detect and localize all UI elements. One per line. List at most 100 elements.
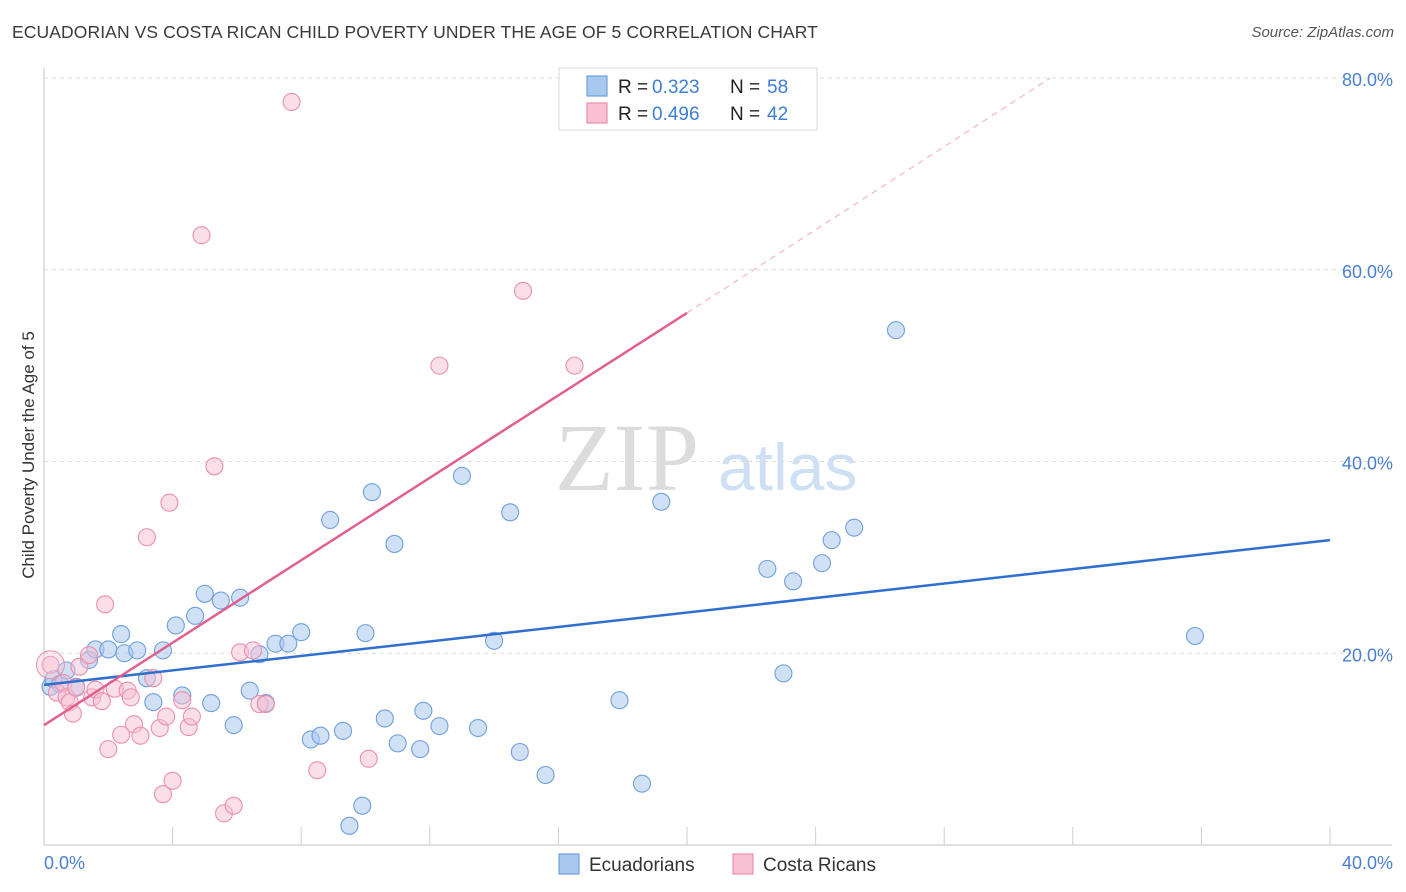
costa-ricans-point (308, 761, 327, 780)
costa-ricans-point (157, 707, 176, 726)
ecuadorians-point (632, 774, 652, 793)
costa-ricans-point (92, 692, 111, 711)
ecuadorians-trend-line (43, 538, 1331, 687)
ecuadorians-point (321, 510, 340, 530)
ecuadorians-point (128, 641, 147, 660)
costa-ricans-point (359, 749, 378, 768)
costa-ricans-point (513, 281, 533, 300)
ecuadorians-point (292, 623, 311, 642)
ecuadorians-point (353, 796, 372, 815)
costa-ricans-point (182, 707, 201, 726)
ecuadorians-points (41, 321, 1205, 835)
ecuadorians-point (845, 518, 864, 537)
costa-ricans-point (79, 646, 99, 665)
correlation-legend: R = 0.323 N = 58 R = 0.496 N = 42 (558, 67, 818, 131)
ecuadorians-point (186, 606, 205, 625)
ecuadorians-point (112, 625, 131, 644)
x-tick-label-min: 0.0% (44, 853, 85, 873)
y-tick-label-80: 80.0% (1342, 70, 1393, 90)
ecuadorians-point (652, 492, 671, 511)
bottom-legend-swatch-ecuadorians (558, 853, 580, 875)
ecuadorians-point (784, 572, 803, 591)
costa-ricans-point (565, 356, 584, 375)
trend-lines (43, 77, 1331, 727)
series-legend: Ecuadorians Costa Ricans (558, 853, 876, 876)
costa-ricans-points (35, 92, 584, 823)
ecuadorians-point (144, 693, 163, 712)
ecuadorians-point (385, 534, 404, 554)
legend-swatch-costa-ricans (586, 102, 608, 124)
legend-r-value-costa-ricans: 0.496 (652, 104, 700, 125)
costa-ricans-point (205, 457, 224, 476)
ecuadorians-point (195, 584, 214, 603)
x-tick-label-max: 40.0% (1342, 853, 1393, 873)
costa-ricans-point (192, 226, 211, 245)
tick-labels: 20.0% 40.0% 60.0% 80.0% 0.0% 40.0% (44, 70, 1393, 873)
costa-ricans-point (96, 595, 115, 614)
ecuadorians-point (468, 718, 488, 738)
ecuadorians-point (333, 721, 353, 740)
costa-ricans-point (256, 695, 275, 714)
costa-ricans-point (163, 771, 182, 790)
legend-n-value-costa-ricans: 42 (767, 104, 788, 125)
bottom-legend-ecuadorians: Ecuadorians (589, 855, 695, 876)
y-tick-label-60: 60.0% (1342, 262, 1393, 282)
costa-ricans-point (224, 796, 243, 815)
chart-title: ECUADORIAN VS COSTA RICAN CHILD POVERTY … (12, 22, 818, 42)
ecuadorians-point (311, 726, 330, 745)
costa-ricans-point (67, 678, 86, 697)
ecuadorians-point (411, 740, 430, 759)
legend-n-value-ecuadorians: 58 (767, 77, 788, 98)
ecuadorians-point (224, 716, 243, 735)
costa-ricans-cluster-point (35, 650, 65, 680)
legend-n-label-1: N = (730, 77, 760, 98)
legend-r-value-ecuadorians: 0.323 (652, 77, 700, 98)
ecuadorians-point (166, 616, 185, 635)
costa-ricans-trend-line (43, 311, 688, 727)
costa-ricans-point (160, 493, 179, 512)
ecuadorians-point (240, 681, 259, 700)
ecuadorians-point (774, 664, 793, 683)
ecuadorians-point (414, 701, 433, 720)
y-tick-label-20: 20.0% (1342, 645, 1393, 665)
costa-ricans-point (282, 92, 301, 112)
ecuadorians-point (375, 709, 394, 728)
costa-ricans-point (430, 356, 449, 375)
axes (43, 68, 1392, 846)
ecuadorians-point (758, 559, 777, 578)
y-axis-label: Child Poverty Under the Age of 5 (19, 331, 38, 579)
costa-ricans-point (131, 726, 150, 745)
source-label: Source: ZipAtlas.com (1251, 24, 1394, 41)
ecuadorians-point (202, 694, 221, 713)
legend-n-label-2: N = (730, 104, 760, 125)
watermark-zip: ZIP (555, 404, 699, 511)
ecuadorians-point (610, 691, 629, 710)
ecuadorians-point (510, 742, 529, 762)
costa-ricans-point (121, 688, 140, 707)
costa-ricans-point (173, 691, 192, 710)
ecuadorians-point (356, 624, 375, 643)
costa-ricans-point (99, 740, 118, 759)
ecuadorians-point (452, 466, 472, 485)
bottom-legend-costa-ricans: Costa Ricans (763, 855, 876, 876)
ecuadorians-point (388, 734, 407, 753)
costa-ricans-point (243, 641, 263, 660)
legend-swatch-ecuadorians (586, 75, 608, 97)
watermark-atlas: atlas (718, 430, 857, 504)
ecuadorians-point (211, 591, 230, 610)
ecuadorians-point (812, 554, 832, 573)
ecuadorians-point (485, 631, 504, 650)
ecuadorians-point (430, 717, 449, 736)
ecuadorians-point (362, 483, 381, 502)
costa-ricans-point (153, 785, 173, 804)
bottom-legend-swatch-costa-ricans (732, 853, 754, 875)
costa-ricans-point (137, 528, 156, 547)
ecuadorians-point (279, 634, 298, 653)
costa-ricans-point (41, 655, 60, 674)
ecuadorians-point (501, 503, 520, 522)
ecuadorians-point (822, 531, 841, 550)
ecuadorians-point (340, 816, 359, 835)
legend-r-label-2: R = (618, 104, 648, 125)
legend-r-label-1: R = (618, 77, 648, 98)
